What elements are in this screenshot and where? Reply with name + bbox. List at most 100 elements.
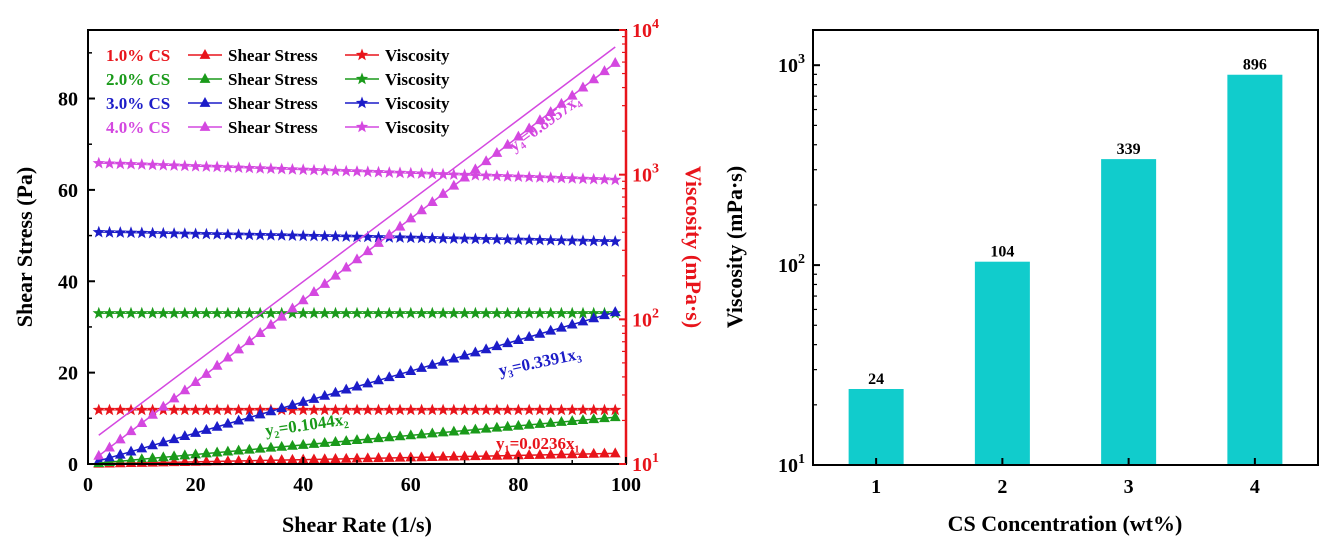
viscosity-point: [523, 170, 536, 183]
viscosity-point: [598, 234, 611, 247]
viscosity-point: [146, 226, 159, 239]
legend-series-name: 4.0% CS: [106, 118, 170, 137]
stress-point: [534, 417, 546, 428]
viscosity-point: [221, 228, 235, 240]
stress-point: [577, 414, 589, 425]
x-tick-label: 80: [508, 474, 528, 496]
legend-stress-marker: [199, 73, 211, 83]
viscosity-point: [210, 306, 224, 319]
viscosity-point: [178, 159, 191, 172]
stress-point: [211, 455, 223, 466]
viscosity-point: [609, 235, 622, 247]
stress-point: [426, 451, 438, 461]
fit-equation-label: y₃=0.3391x₃: [497, 344, 583, 380]
legend-viscosity-label: Viscosity: [385, 46, 450, 65]
viscosity-point: [103, 225, 116, 238]
viscosity-point: [157, 226, 170, 239]
viscosity-point: [544, 171, 557, 184]
viscosity-point: [404, 403, 417, 416]
stress-point: [147, 452, 158, 463]
viscosity-point: [490, 169, 504, 182]
legend-series-name: 1.0% CS: [106, 46, 170, 65]
viscosity-point: [114, 306, 127, 319]
legend-viscosity-marker: [355, 72, 369, 85]
viscosity-point: [135, 226, 148, 239]
viscosity-point: [200, 160, 213, 172]
stress-point: [588, 413, 600, 424]
stress-point: [308, 437, 320, 448]
x-tick-label: 3: [1124, 476, 1134, 498]
stress-point: [340, 452, 352, 463]
legend-viscosity-marker: [355, 48, 369, 61]
stress-point: [351, 452, 363, 463]
right-plot-frame: [812, 29, 1319, 466]
viscosity-point: [264, 162, 278, 174]
viscosity-point: [372, 306, 385, 319]
stress-point: [416, 428, 427, 439]
viscosity-point: [286, 163, 299, 175]
legend-viscosity-label: Viscosity: [385, 118, 450, 137]
viscosity-point: [436, 403, 450, 416]
left-y-axis-label: Shear Stress (Pa): [12, 167, 37, 328]
viscosity-point: [555, 171, 568, 184]
stress-point: [287, 453, 298, 464]
viscosity-point: [576, 234, 590, 247]
stress-point: [93, 449, 105, 460]
viscosity-point: [393, 231, 407, 243]
legend-stress-label: Shear Stress: [228, 46, 318, 65]
viscosity-point: [361, 403, 374, 416]
stress-point: [211, 446, 223, 457]
stress-point: [426, 427, 438, 438]
viscosity-point: [275, 229, 288, 241]
bars-layer: 24 104 339 896: [848, 57, 1283, 466]
viscosity-point: [566, 306, 579, 319]
stress-point: [383, 431, 395, 442]
viscosity-point: [189, 227, 202, 240]
stress-point: [362, 433, 374, 444]
stress-point: [394, 451, 406, 462]
viscosity-point: [221, 160, 235, 173]
viscosity-point: [383, 306, 396, 319]
stress-point: [254, 454, 266, 465]
stress-point: [190, 448, 201, 459]
x-tick-label: 1: [871, 476, 881, 498]
legend-stress-label: Shear Stress: [228, 118, 318, 137]
viscosity-point: [598, 403, 611, 416]
stress-point: [599, 412, 610, 423]
viscosity-point: [576, 403, 590, 416]
legend-series-name: 2.0% CS: [106, 70, 170, 89]
viscosity-point: [436, 231, 450, 244]
viscosity-point: [114, 157, 127, 170]
viscosity-point: [297, 163, 310, 176]
viscosity-point: [469, 403, 482, 416]
viscosity-point: [479, 403, 493, 416]
stress-point: [222, 455, 234, 466]
viscosity-point: [587, 172, 600, 185]
stress-point: [362, 452, 374, 463]
viscosity-point: [383, 403, 396, 416]
viscosity-point: [254, 228, 267, 241]
viscosity-point: [254, 161, 267, 174]
bar-value-label: 339: [1117, 141, 1141, 158]
fit-equation-label: y₁=0.0236x₁: [496, 434, 580, 453]
viscosity-point: [436, 306, 450, 319]
legend-viscosity-marker: [355, 120, 369, 133]
viscosity-point: [361, 230, 374, 243]
viscosity-point: [350, 230, 364, 243]
y2-tick-label: 102: [632, 306, 659, 331]
viscosity-point: [372, 230, 385, 243]
stress-point: [276, 440, 288, 451]
viscosity-point: [103, 306, 116, 319]
stress-point: [416, 451, 427, 462]
viscosity-point: [415, 403, 428, 416]
stress-point: [233, 444, 245, 455]
x-tick-label: 100: [611, 474, 641, 496]
viscosity-point: [523, 306, 536, 319]
stress-point: [556, 448, 567, 459]
viscosity-point: [340, 306, 353, 319]
viscosity-point: [167, 403, 181, 416]
viscosity-point: [124, 306, 138, 319]
viscosity-point: [92, 403, 105, 416]
right-y-ticks: 101 102 103 104: [619, 17, 659, 476]
bar-x-axis-label: CS Concentration (wt%): [948, 511, 1183, 536]
